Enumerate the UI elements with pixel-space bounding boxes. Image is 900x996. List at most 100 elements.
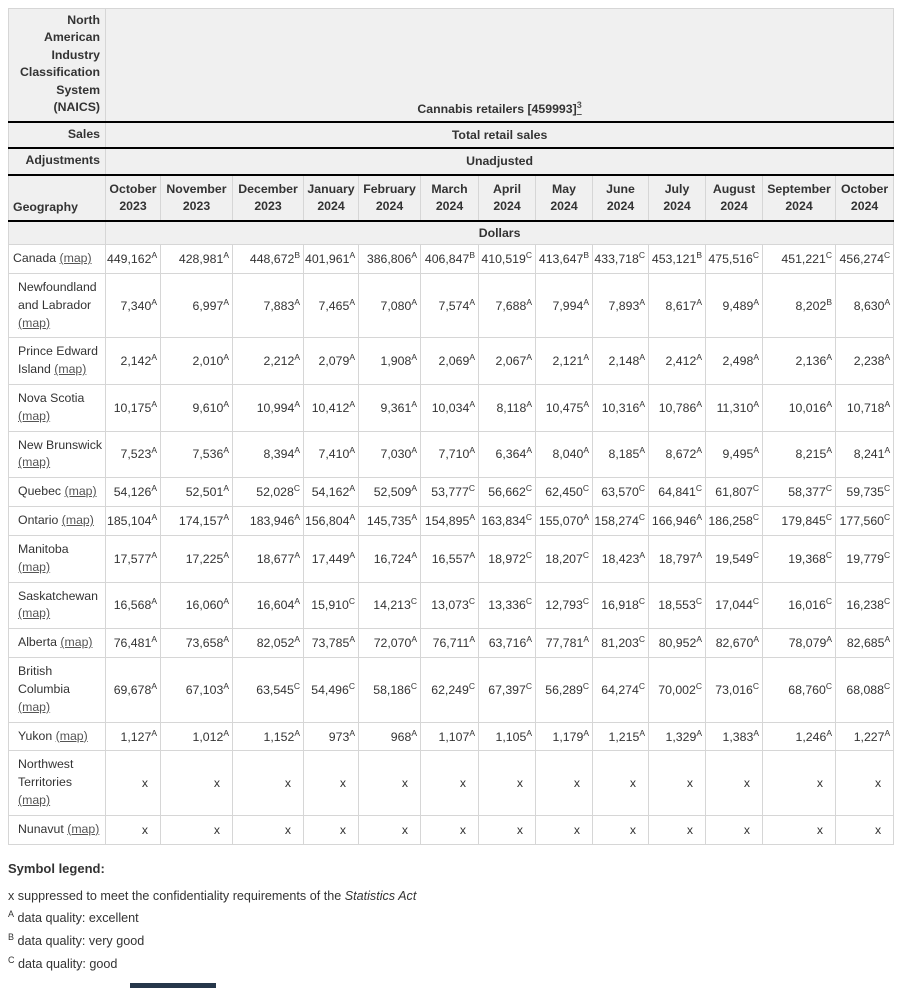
quality-indicator: B	[696, 249, 702, 260]
quality-indicator: A	[294, 296, 300, 307]
map-link[interactable]: (map)	[18, 606, 51, 621]
value-cell: 53,777C	[420, 477, 479, 508]
map-link[interactable]: (map)	[18, 559, 51, 574]
naics-value: Cannabis retailers [459993]3	[104, 7, 895, 123]
quality-indicator: C	[638, 680, 645, 691]
quality-indicator: C	[884, 249, 891, 260]
value-cell: 54,162A	[303, 477, 359, 508]
value-cell: 7,994A	[535, 272, 593, 339]
geo-label: New Brunswick (map)	[8, 430, 106, 479]
table-row: Canada (map) 449,162A 428,981A 448,672B 401,…	[8, 244, 895, 274]
value-cell: 401,961A	[303, 244, 359, 274]
quality-indicator: A	[469, 549, 475, 560]
value-cell: 8,118A	[478, 384, 536, 432]
geo-label: Canada (map)	[8, 244, 106, 274]
value-cell: 166,946A	[648, 506, 706, 536]
table-row: Yukon (map) 1,127A 1,012A 1,152A 973A 968A 1,1…	[8, 721, 895, 752]
value-cell: 14,213C	[358, 581, 421, 630]
quality-indicator: A	[223, 352, 229, 363]
quality-indicator: A	[639, 352, 645, 363]
cut-off-element-bar[interactable]	[130, 983, 216, 989]
quality-indicator: A	[526, 634, 532, 645]
column-header-january-2024: January 2024	[303, 174, 359, 223]
value-cell: 7,574A	[420, 272, 479, 339]
map-link[interactable]: (map)	[18, 315, 51, 330]
quality-indicator: C	[582, 549, 589, 560]
value-cell: 433,718C	[592, 244, 649, 274]
quality-indicator: A	[583, 398, 589, 409]
value-cell: 19,549C	[705, 534, 763, 583]
map-link[interactable]: (map)	[18, 408, 51, 423]
value-cell: 68,760C	[762, 657, 836, 723]
value-cell: 475,516C	[705, 244, 763, 274]
value-cell: 80,952A	[648, 628, 706, 659]
value-cell: 10,718A	[834, 384, 895, 432]
value-cell: 9,495A	[705, 430, 763, 479]
quality-indicator: A	[884, 296, 891, 307]
quality-indicator: A	[151, 249, 158, 260]
quality-indicator: A	[583, 634, 589, 645]
value-cell: 10,316A	[592, 384, 649, 432]
column-header-october-2024: October 2024	[834, 174, 895, 223]
suppressed-cell: x	[535, 750, 593, 816]
value-cell: 183,946A	[232, 506, 304, 536]
quality-indicator: C	[825, 596, 832, 607]
value-cell: 1,179A	[535, 721, 593, 752]
value-cell: 76,711A	[420, 628, 479, 659]
geo-label: Prince Edward Island (map)	[8, 337, 106, 385]
quality-indicator: A	[469, 398, 475, 409]
suppressed-cell: x	[592, 814, 649, 845]
quality-indicator: A	[294, 398, 300, 409]
value-cell: 18,677A	[232, 534, 304, 583]
quality-indicator: C	[293, 680, 300, 691]
map-link[interactable]: (map)	[55, 728, 88, 743]
map-link[interactable]: (map)	[18, 455, 51, 470]
value-cell: 10,175A	[105, 384, 161, 432]
map-link[interactable]: (map)	[18, 793, 51, 808]
value-cell: 62,249C	[420, 657, 479, 723]
map-link[interactable]: (map)	[60, 635, 93, 650]
table-row: Prince Edward Island (map) 2,142A 2,010A 2,…	[8, 337, 895, 385]
value-cell: 186,258C	[705, 506, 763, 536]
value-cell: 2,212A	[232, 337, 304, 385]
map-link[interactable]: (map)	[54, 362, 87, 377]
quality-indicator: C	[695, 596, 702, 607]
map-link[interactable]: (map)	[67, 821, 100, 836]
legend-lines: x suppressed to meet the confidentiality…	[8, 887, 892, 975]
quality-indicator: A	[884, 634, 891, 645]
map-link[interactable]: (map)	[64, 484, 97, 499]
value-cell: 10,786A	[648, 384, 706, 432]
column-header-february-2024: February 2024	[358, 174, 421, 223]
value-cell: 67,397C	[478, 657, 536, 723]
quality-indicator: C	[525, 249, 532, 260]
quality-indicator: A	[753, 445, 759, 456]
value-cell: 7,688A	[478, 272, 536, 339]
suppressed-cell: x	[478, 750, 536, 816]
value-cell: 67,103A	[160, 657, 233, 723]
value-cell: 1,908A	[358, 337, 421, 385]
quality-indicator: A	[151, 727, 157, 738]
table-body: Canada (map) 449,162A 428,981A 448,672B 401,…	[8, 244, 895, 845]
quality-indicator: A	[583, 511, 589, 522]
suppressed-cell: x	[834, 814, 895, 845]
value-cell: 7,710A	[420, 430, 479, 479]
value-cell: 68,088C	[834, 657, 895, 723]
suppressed-cell: x	[358, 750, 421, 816]
value-cell: 7,523A	[105, 430, 161, 479]
suppressed-cell: x	[762, 814, 836, 845]
quality-indicator: A	[151, 549, 157, 560]
value-cell: 72,070A	[358, 628, 421, 659]
quality-indicator: A	[151, 596, 157, 607]
value-cell: 8,215A	[762, 430, 836, 479]
quality-indicator: A	[151, 483, 157, 494]
geo-label: Quebec (map)	[8, 477, 106, 508]
map-link[interactable]: (map)	[18, 699, 51, 714]
map-link[interactable]: (map)	[59, 251, 92, 266]
column-header-july-2024: July 2024	[648, 174, 706, 223]
quality-indicator: A	[294, 352, 300, 363]
quality-indicator: C	[884, 483, 891, 494]
legend-text: data quality: excellent	[14, 911, 139, 926]
footnote-3-link[interactable]: 3	[577, 100, 582, 116]
value-cell: 7,030A	[358, 430, 421, 479]
map-link[interactable]: (map)	[61, 513, 94, 528]
